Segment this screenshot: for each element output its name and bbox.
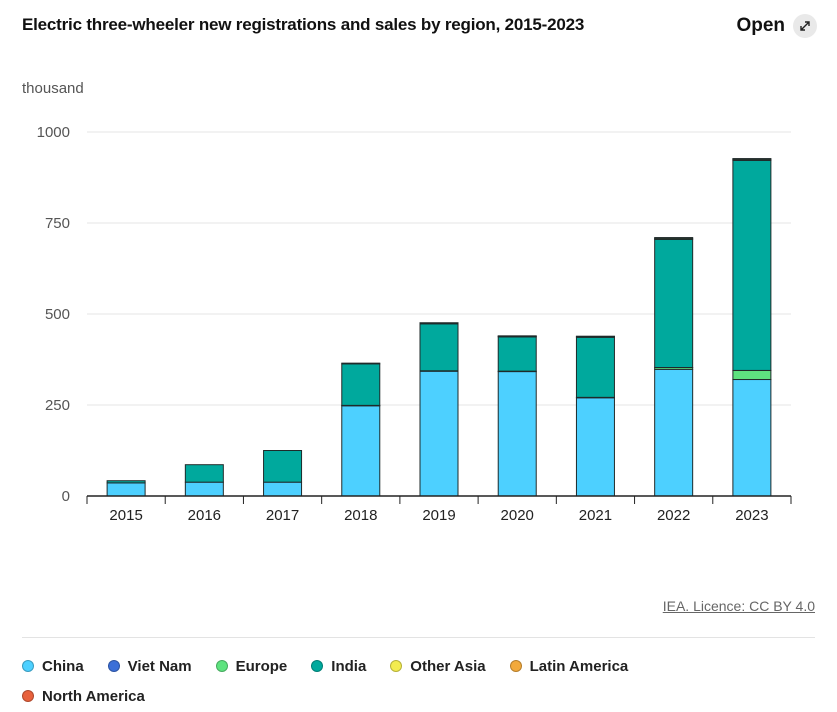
- bar-segment-china: [654, 368, 694, 497]
- legend-swatch: [107, 660, 120, 672]
- bar-segment-china: [732, 379, 772, 497]
- legend-label: North America: [42, 687, 145, 705]
- bar-segment-china: [263, 481, 303, 497]
- bar-segment-india: [419, 323, 459, 372]
- legend-swatch: [22, 690, 34, 702]
- legend-label: Europe: [235, 657, 288, 675]
- legend-item-europe[interactable]: Europe: [215, 656, 288, 676]
- bar-segment-latin-america: [575, 335, 615, 338]
- bar-segment-india: [575, 336, 615, 398]
- bar-segment-china: [106, 482, 146, 497]
- legend-swatch: [390, 660, 403, 672]
- legend-item-latin-america[interactable]: Latin America: [509, 656, 629, 676]
- y-axis-unit-label: thousand: [22, 80, 84, 97]
- bar-segment-europe: [732, 369, 772, 381]
- bar-segment-india: [263, 450, 303, 483]
- x-tick-label: 2020: [501, 507, 534, 524]
- legend-swatch: [22, 660, 34, 672]
- legend-label: Other Asia: [410, 657, 486, 675]
- legend-swatch: [311, 660, 324, 672]
- bar-segment-india: [341, 363, 381, 406]
- source-licence-link[interactable]: IEA. Licence: CC BY 4.0: [662, 598, 815, 614]
- stacked-bar-chart: 0 250 500 750 1000 2015 2016 2017 2018 2019 2020 20…: [37, 124, 792, 524]
- y-tick-label: 0: [62, 488, 70, 505]
- bar-segment-latin-america: [732, 158, 772, 160]
- open-label: Open: [736, 15, 785, 36]
- legend-swatch: [215, 660, 228, 672]
- legend-swatch: [509, 660, 522, 672]
- bar-segment-latin-america: [654, 237, 694, 239]
- legend-item-india[interactable]: India: [311, 656, 366, 676]
- bar-segment-other-asia: [341, 362, 381, 365]
- y-tick-label: 250: [45, 397, 70, 414]
- x-tick-label: 2018: [344, 507, 377, 524]
- open-button[interactable]: Open: [736, 14, 817, 38]
- x-tick-label: 2016: [188, 507, 221, 524]
- x-tick-label: 2019: [422, 507, 455, 524]
- bar-segment-latin-america: [419, 322, 459, 324]
- y-tick-label: 1000: [37, 124, 70, 141]
- legend-item-china[interactable]: China: [22, 656, 84, 676]
- x-tick-label: 2022: [657, 507, 690, 524]
- bar-segment-india: [497, 336, 537, 372]
- bar-segment-china: [184, 481, 224, 497]
- bar-segment-india: [184, 464, 224, 483]
- legend-label: Latin America: [529, 657, 629, 675]
- bar-segment-india: [106, 480, 146, 484]
- bar-segment-china: [419, 370, 459, 497]
- legend-label: Viet Nam: [127, 657, 192, 675]
- bar-segment-india: [732, 159, 772, 371]
- legend-divider: [22, 637, 815, 638]
- bar-segment-china: [341, 405, 381, 497]
- legend-item-north-america[interactable]: North America: [22, 686, 145, 706]
- legend-label: China: [42, 657, 84, 675]
- x-tick-label: 2021: [579, 507, 612, 524]
- bar-segment-latin-america: [497, 335, 537, 337]
- legend-item-other-asia[interactable]: Other Asia: [390, 656, 486, 676]
- expand-icon: [793, 14, 817, 38]
- y-tick-label: 750: [45, 215, 70, 232]
- x-tick-label: 2023: [735, 507, 768, 524]
- y-tick-label: 500: [45, 306, 70, 323]
- chart-title: Electric three-wheeler new registrations…: [22, 15, 585, 34]
- bar-segment-china: [575, 397, 615, 497]
- x-tick-label: 2017: [266, 507, 299, 524]
- legend-label: India: [331, 657, 367, 675]
- x-tick-label: 2015: [109, 507, 142, 524]
- legend-item-viet-nam[interactable]: Viet Nam: [107, 656, 192, 676]
- chart-legend: China Viet Nam Europe India Other Asia Latin …: [22, 656, 722, 706]
- bar-segment-india: [654, 238, 694, 369]
- bar-segment-china: [497, 371, 537, 497]
